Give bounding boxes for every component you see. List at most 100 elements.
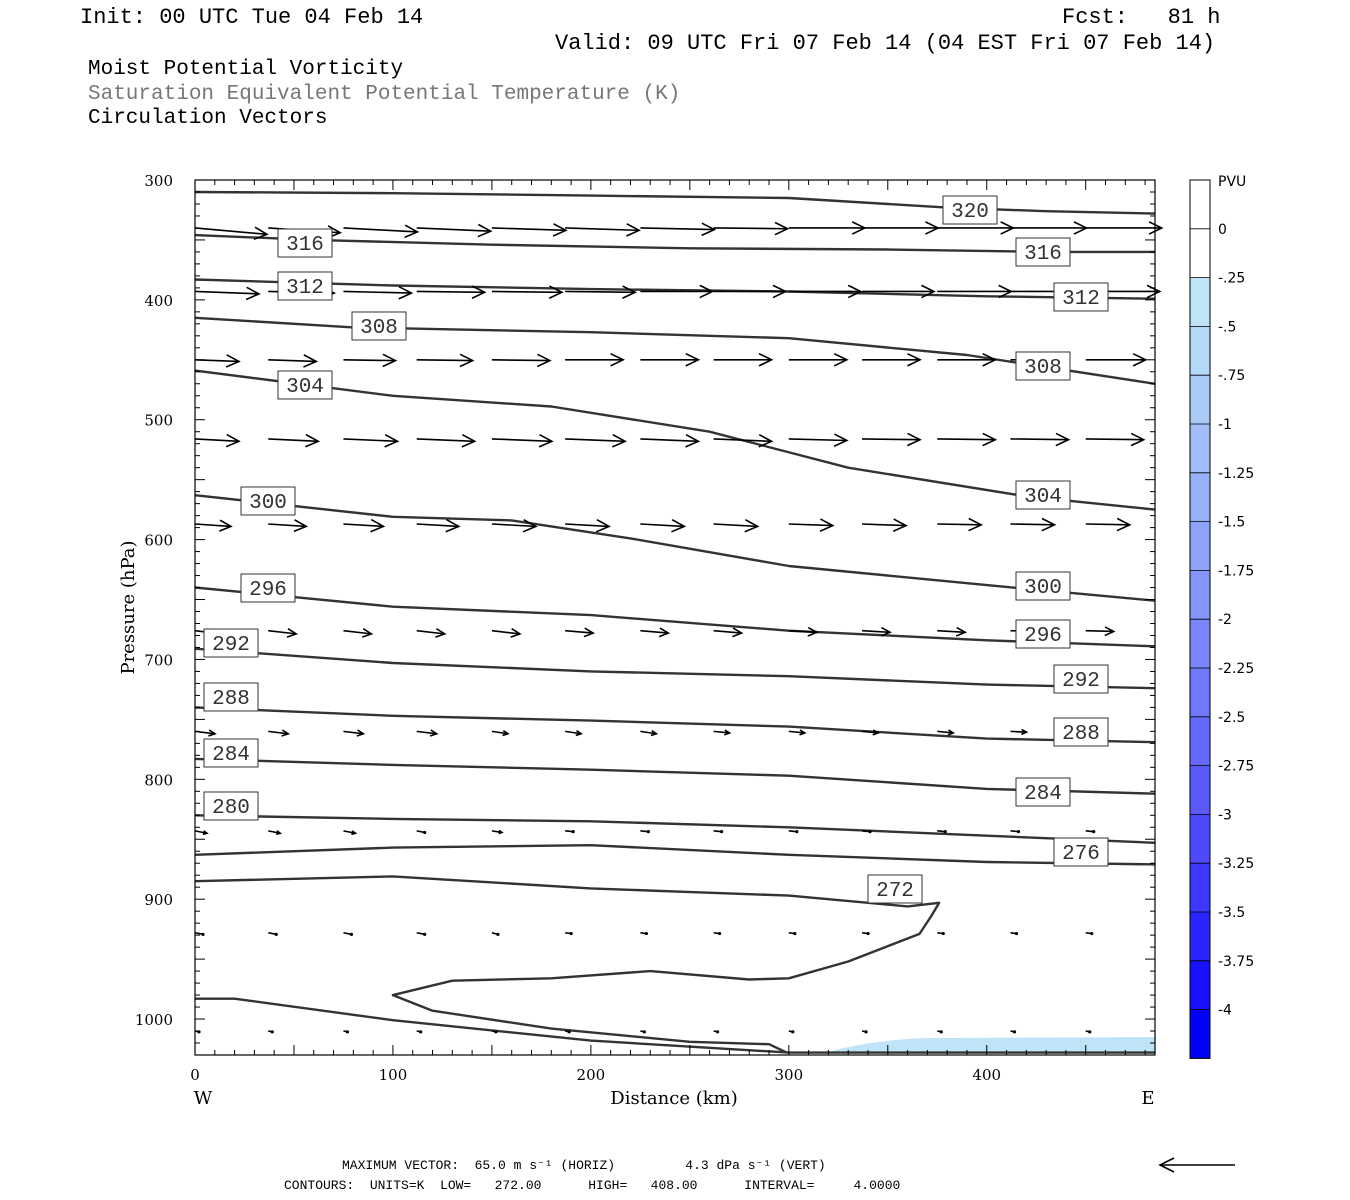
circulation-vector <box>937 352 998 367</box>
contour-label-box <box>867 874 923 904</box>
circulation-vector <box>343 830 358 836</box>
circulation-vector <box>491 829 504 835</box>
vector-head <box>356 729 366 737</box>
circulation-vector <box>268 729 291 737</box>
contour-312 <box>194 278 1156 300</box>
circulation-vector <box>788 729 807 736</box>
vector-head <box>732 627 744 638</box>
vector-head <box>494 1030 498 1034</box>
contour-316 <box>194 233 1155 254</box>
vector-head <box>610 352 625 367</box>
contour-label-box <box>1015 480 1071 510</box>
colorbar-label: -2.25 <box>1218 661 1254 677</box>
x-axis-title: Distance (km) <box>610 1088 737 1109</box>
vector-shaft <box>491 290 562 294</box>
circulation-vector <box>862 518 908 532</box>
vector-head <box>345 1030 350 1034</box>
contour-label: 296 <box>1024 625 1062 648</box>
x-tick-label: 0 <box>190 1066 200 1084</box>
colorbar-label: -3 <box>1218 807 1232 823</box>
vector-shaft <box>565 730 582 735</box>
circulation-vector <box>862 284 936 299</box>
vector-head <box>1041 517 1057 532</box>
circulation-vector <box>862 352 922 367</box>
vector-head <box>907 432 922 447</box>
vector-head <box>595 518 611 533</box>
vector-head <box>281 729 291 737</box>
circulation-vector <box>268 830 283 836</box>
circulation-vector <box>565 931 573 936</box>
vector-shaft <box>937 629 966 634</box>
vector-head <box>833 352 849 367</box>
colorbar-swatch <box>1190 1009 1210 1059</box>
vector-head <box>807 626 819 637</box>
contour-label: 288 <box>212 688 250 711</box>
reference-vector <box>1158 1157 1235 1173</box>
circulation-vector <box>862 221 940 235</box>
vector-head <box>583 627 595 638</box>
contour-label: 296 <box>249 579 287 602</box>
circulation-vector <box>788 626 819 637</box>
colorbar-swatch <box>1190 326 1210 376</box>
circulation-vector <box>713 433 774 448</box>
contour-label: 292 <box>212 634 250 657</box>
colorbar-swatch <box>1190 180 1210 229</box>
vector-shaft <box>416 438 475 443</box>
vector-shaft <box>416 629 445 635</box>
vector-head <box>219 519 233 532</box>
vector-shaft <box>713 227 788 230</box>
contour-label-box <box>1053 717 1109 747</box>
y-tick-label: 300 <box>144 172 173 190</box>
vector-head <box>303 354 319 368</box>
circulation-vector <box>1010 931 1019 936</box>
vector-shaft <box>640 227 715 231</box>
circulation-vector <box>416 353 475 368</box>
vector-shaft <box>343 227 418 233</box>
forecast-hour: Fcst: 81 h <box>1062 5 1221 30</box>
vector-shaft <box>268 358 317 363</box>
circulation-vector <box>640 284 715 299</box>
vector-head <box>795 830 799 834</box>
vector-head <box>370 518 386 533</box>
circulation-vector <box>491 627 522 638</box>
vector-head <box>253 226 269 241</box>
colorbar-label: -.75 <box>1218 368 1245 384</box>
contour-label: 320 <box>951 201 989 224</box>
colorbar-swatch <box>1190 472 1210 522</box>
circulation-vector <box>343 285 414 300</box>
vector-head <box>1088 1030 1092 1034</box>
vector-head <box>799 729 807 736</box>
circulation-vector <box>1085 352 1148 367</box>
vector-shaft <box>194 438 240 443</box>
vector-head <box>459 353 475 368</box>
circulation-vector <box>1010 221 1089 235</box>
colorbar-title: PVU <box>1218 174 1246 190</box>
contour-label-box <box>240 573 296 603</box>
contour-label: 304 <box>1024 486 1062 509</box>
contour-label-box <box>203 791 259 821</box>
circulation-vector <box>565 518 611 533</box>
circulation-vector <box>788 830 799 834</box>
vector-shaft <box>937 523 982 526</box>
vector-head <box>611 434 627 448</box>
contour-label: 292 <box>1062 670 1100 693</box>
vector-head <box>715 1030 720 1034</box>
vector-head <box>552 223 568 237</box>
x-end-right-label: E <box>1141 1088 1154 1109</box>
circulation-vector <box>640 931 648 936</box>
contour-label: 272 <box>876 880 914 903</box>
vector-head <box>293 519 309 533</box>
vector-head <box>758 433 774 448</box>
circulation-vector <box>565 285 637 299</box>
vector-head <box>351 830 358 836</box>
valid-time: Valid: 09 UTC Fri 07 Feb 14 (04 EST Fri … <box>555 31 1216 56</box>
title-circulation: Circulation Vectors <box>88 107 328 130</box>
circulation-vector <box>564 1030 571 1034</box>
vector-head <box>1021 728 1029 736</box>
vector-head <box>880 626 892 637</box>
vector-head <box>349 932 354 936</box>
y-tick-label: 600 <box>144 532 173 550</box>
colorbar-label: -1.75 <box>1218 563 1254 579</box>
vector-shaft <box>343 290 412 294</box>
vector-head <box>626 223 641 237</box>
